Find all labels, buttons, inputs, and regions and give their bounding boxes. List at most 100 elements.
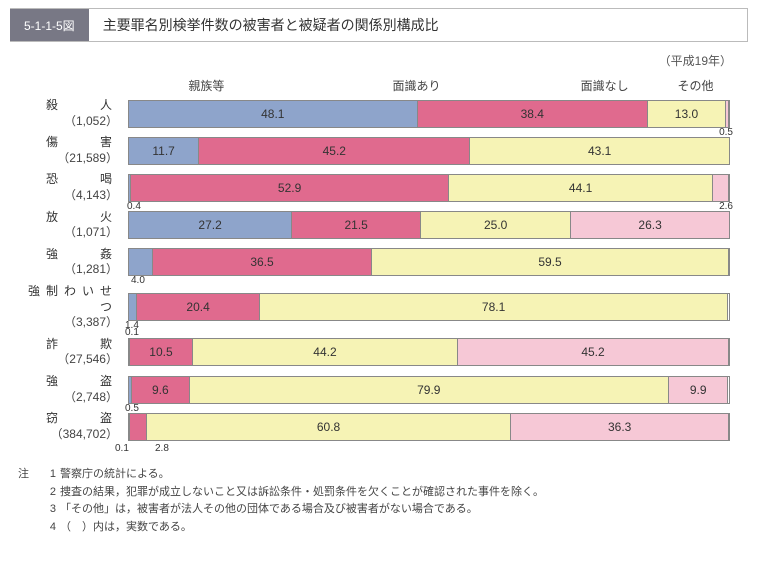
stacked-bar: 11.745.243.1	[128, 137, 730, 165]
bar-segment: 38.4	[418, 101, 648, 127]
stacked-bar: 9.679.99.90.5	[128, 376, 730, 404]
bar-segment	[713, 175, 729, 201]
bar-segment	[129, 249, 153, 275]
row-label: 殺 人（1,052）	[18, 98, 128, 129]
stacked-bar: 27.221.525.026.3	[128, 211, 730, 239]
row-label: 窃 盗（384,702）	[18, 411, 128, 442]
stacked-bar: 52.944.10.42.6	[128, 174, 730, 202]
bar-segment	[130, 414, 147, 440]
note-number: 1	[42, 466, 60, 484]
bar-segment: 52.9	[131, 175, 448, 201]
note-line: 注1警察庁の統計による。	[18, 466, 740, 484]
crime-count: （384,702）	[18, 427, 118, 443]
crime-name: 放 火	[18, 210, 118, 226]
note-head: 注	[18, 466, 42, 484]
bar-segment: 45.2	[199, 138, 470, 164]
bar-segment: 13.0	[648, 101, 726, 127]
crime-count: （1,071）	[18, 225, 118, 241]
note-line: 4（ ）内は，実数である。	[18, 519, 740, 537]
bar-segment: 79.9	[190, 377, 669, 403]
crime-name: 詐 欺	[18, 337, 118, 353]
crime-name: 恐 喝	[18, 172, 118, 188]
chart-area: 親族等面識あり面識なしその他 殺 人（1,052）48.138.413.00.5…	[10, 73, 748, 456]
crime-name: 殺 人	[18, 98, 118, 114]
crime-count: （1,052）	[18, 114, 118, 130]
crime-count: （1,281）	[18, 262, 118, 278]
bar-segment: 25.0	[421, 212, 571, 238]
crime-name: 強制わいせつ	[18, 284, 118, 315]
bar-segment: 44.1	[449, 175, 714, 201]
row-label: 強制わいせつ（3,387）	[18, 284, 128, 331]
crime-name: 強 盗	[18, 374, 118, 390]
bar-segment: 10.5	[130, 339, 193, 365]
row-label: 詐 欺（27,546）	[18, 337, 128, 368]
legend-item: 面識あり	[285, 77, 548, 94]
crime-count: （27,546）	[18, 352, 118, 368]
bar-annotation: 2.8	[155, 444, 169, 454]
row-label: 傷 害（21,589）	[18, 135, 128, 166]
notes-block: 注1警察庁の統計による。2捜査の結果，犯罪が成立しないこと又は訴訟条件・処罰条件…	[10, 456, 748, 540]
legend-item: その他	[661, 77, 730, 94]
note-text: 警察庁の統計による。	[60, 466, 170, 484]
note-text: （ ）内は，実数である。	[60, 519, 192, 537]
stacked-bar: 10.544.245.20.1	[128, 338, 730, 366]
bar-row: 強 姦（1,281）36.559.54.0	[18, 247, 730, 278]
bar-segment: 48.1	[129, 101, 418, 127]
row-label: 放 火（1,071）	[18, 210, 128, 241]
bar-segment: 44.2	[193, 339, 458, 365]
bar-segment: 21.5	[292, 212, 421, 238]
bar-segment	[129, 294, 137, 320]
note-head	[18, 501, 42, 519]
bar-row: 殺 人（1,052）48.138.413.00.5	[18, 98, 730, 129]
bar-row: 傷 害（21,589）11.745.243.1	[18, 135, 730, 166]
bar-row: 強 盗（2,748）9.679.99.90.5	[18, 374, 730, 405]
bar-row: 恐 喝（4,143）52.944.10.42.6	[18, 172, 730, 203]
note-text: 捜査の結果，犯罪が成立しないこと又は訴訟条件・処罰条件を欠くことが確認された事件…	[60, 484, 544, 502]
note-head	[18, 519, 42, 537]
note-text: 「その他」は，被害者が法人その他の団体である場合及び被害者がない場合である。	[60, 501, 478, 519]
stacked-bar: 36.559.54.0	[128, 248, 730, 276]
bar-segment: 59.5	[372, 249, 729, 275]
crime-count: （4,143）	[18, 188, 118, 204]
figure-subtitle: （平成19年）	[10, 42, 748, 73]
bar-row: 詐 欺（27,546）10.544.245.20.1	[18, 337, 730, 368]
crime-count: （21,589）	[18, 151, 118, 167]
row-label: 恐 喝（4,143）	[18, 172, 128, 203]
bar-segment	[726, 101, 729, 127]
legend-row: 親族等面識あり面識なしその他	[18, 77, 730, 94]
bar-segment: 60.8	[147, 414, 512, 440]
legend-item: 面識なし	[548, 77, 661, 94]
bar-annotation: 0.1	[115, 444, 129, 454]
bar-segment: 20.4	[137, 294, 259, 320]
bar-segment: 27.2	[129, 212, 292, 238]
bar-row: 窃 盗（384,702）60.836.30.12.8	[18, 411, 730, 442]
crime-count: （2,748）	[18, 390, 118, 406]
bars-container: 殺 人（1,052）48.138.413.00.5傷 害（21,589）11.7…	[18, 98, 730, 442]
crime-name: 窃 盗	[18, 411, 118, 427]
figure-header: 5-1-1-5図 主要罪名別検挙件数の被害者と被疑者の関係別構成比	[10, 8, 748, 42]
bar-annotation: 0.1	[125, 328, 139, 338]
bar-row: 放 火（1,071）27.221.525.026.3	[18, 210, 730, 241]
bar-segment: 9.9	[669, 377, 728, 403]
figure-title: 主要罪名別検挙件数の被害者と被疑者の関係別構成比	[89, 9, 747, 41]
note-line: 3「その他」は，被害者が法人その他の団体である場合及び被害者がない場合である。	[18, 501, 740, 519]
note-head	[18, 484, 42, 502]
bar-segment: 78.1	[260, 294, 729, 320]
stacked-bar: 48.138.413.00.5	[128, 100, 730, 128]
bar-segment: 26.3	[571, 212, 729, 238]
bar-segment: 11.7	[129, 138, 199, 164]
bar-segment: 45.2	[458, 339, 729, 365]
legend-item: 親族等	[128, 77, 285, 94]
bar-segment: 36.3	[511, 414, 729, 440]
note-number: 4	[42, 519, 60, 537]
note-number: 2	[42, 484, 60, 502]
note-line: 2捜査の結果，犯罪が成立しないこと又は訴訟条件・処罰条件を欠くことが確認された事…	[18, 484, 740, 502]
crime-count: （3,387）	[18, 315, 118, 331]
note-number: 3	[42, 501, 60, 519]
row-label: 強 姦（1,281）	[18, 247, 128, 278]
figure-number: 5-1-1-5図	[10, 9, 89, 41]
row-label: 強 盗（2,748）	[18, 374, 128, 405]
bar-row: 強制わいせつ（3,387）20.478.11.4	[18, 284, 730, 331]
bar-segment: 36.5	[153, 249, 372, 275]
crime-name: 傷 害	[18, 135, 118, 151]
